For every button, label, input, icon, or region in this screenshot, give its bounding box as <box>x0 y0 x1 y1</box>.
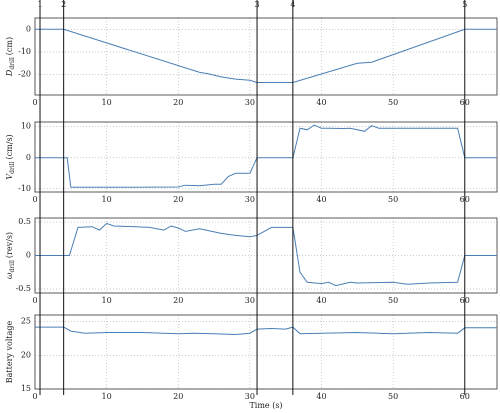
y-tick-label: -10 <box>18 47 31 56</box>
x-tick-label: 0 <box>32 392 37 401</box>
y-label-unit: (cm/s) <box>5 134 14 159</box>
x-tick-label: 40 <box>316 392 326 401</box>
plot-frame <box>34 121 498 193</box>
x-tick-label: 10 <box>102 98 112 107</box>
y-tick-label: 25 <box>21 317 31 326</box>
x-tick-label: 30 <box>245 296 255 305</box>
x-tick-label: 20 <box>173 296 183 305</box>
y-label-subscript: drill <box>9 57 16 70</box>
y-axis-label: Battery voltage <box>5 321 14 384</box>
x-tick-label: 60 <box>460 392 470 401</box>
x-tick-label: 40 <box>316 98 326 107</box>
x-tick-label: 10 <box>102 296 112 305</box>
y-axis-label: Vdrill (cm/s) <box>5 134 16 179</box>
y-label-unit: (cm) <box>5 37 14 55</box>
marker-label: 5 <box>462 0 467 9</box>
x-tick-label: 50 <box>388 98 398 107</box>
x-tick-label: 50 <box>388 195 398 204</box>
y-label-subscript: drill <box>9 161 16 174</box>
marker-label: 1 <box>37 0 42 9</box>
y-tick-label: 0 <box>26 153 31 162</box>
x-tick-label: 30 <box>245 392 255 401</box>
x-tick-label: 30 <box>245 195 255 204</box>
y-tick-label: -0.5 <box>16 284 31 293</box>
x-tick-label: 40 <box>316 195 326 204</box>
y-axis-label: ωdrill (rev/s) <box>5 232 16 279</box>
marker-label: 3 <box>254 0 259 9</box>
x-tick-label: 0 <box>32 296 37 305</box>
y-tick-label: 0 <box>26 251 31 260</box>
y-axis-label: Ddrill (cm) <box>5 37 16 77</box>
x-tick-label: 50 <box>388 296 398 305</box>
x-tick-label: 0 <box>32 195 37 204</box>
x-axis-label: Time (s) <box>249 401 282 410</box>
y-tick-label: -10 <box>18 184 31 193</box>
y-tick-label: 10 <box>21 122 31 131</box>
y-label-symbol: D <box>5 69 14 77</box>
y-tick-label: 15 <box>21 384 31 393</box>
marker-label: 2 <box>61 0 66 9</box>
data-line <box>35 124 497 188</box>
plot-frame <box>34 314 498 390</box>
x-tick-label: 20 <box>173 195 183 204</box>
y-label-symbol: ω <box>5 272 14 279</box>
x-tick-label: 40 <box>316 296 326 305</box>
y-tick-label: -20 <box>18 70 31 79</box>
y-label-subscript: drill <box>9 260 16 273</box>
x-tick-label: 10 <box>102 195 112 204</box>
y-tick-label: 0 <box>26 24 31 33</box>
y-tick-label: 0.5 <box>18 217 31 226</box>
y-label-unit: (rev/s) <box>5 232 14 258</box>
y-label-symbol: V <box>5 173 14 180</box>
plot-frame <box>34 17 498 96</box>
data-line <box>35 28 497 83</box>
x-tick-label: 50 <box>388 392 398 401</box>
data-line <box>35 326 497 336</box>
y-tick-label: 20 <box>21 350 31 359</box>
data-line <box>35 222 497 287</box>
x-tick-label: 20 <box>173 98 183 107</box>
x-tick-label: 10 <box>102 392 112 401</box>
x-tick-label: 30 <box>245 98 255 107</box>
marker-label: 4 <box>290 0 295 9</box>
x-tick-label: 0 <box>32 98 37 107</box>
x-tick-label: 20 <box>173 392 183 401</box>
y-label-text: Battery voltage <box>5 321 14 384</box>
